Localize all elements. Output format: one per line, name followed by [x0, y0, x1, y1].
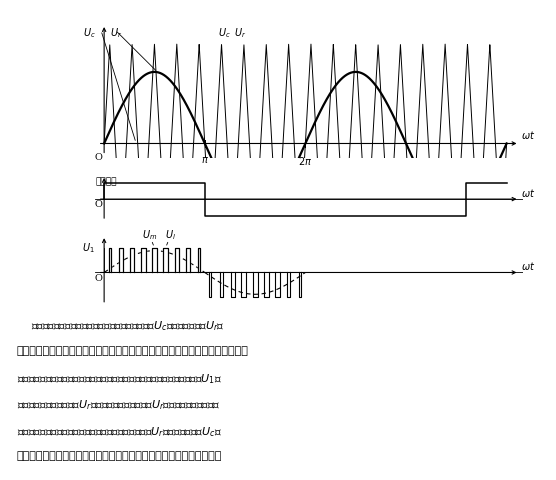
Text: $\omega t$: $\omega t$ [521, 260, 535, 272]
Text: 之间等距，脉宽基本成正弦分布，负半周经倒相后输出负脉冲波。输出电压$U_1$的: 之间等距，脉宽基本成正弦分布，负半周经倒相后输出负脉冲波。输出电压$U_1$的 [17, 372, 222, 386]
Text: $U_1$: $U_1$ [82, 241, 95, 254]
Text: $U_m$: $U_m$ [142, 228, 157, 242]
Text: $U_c$: $U_c$ [83, 26, 96, 40]
Text: $U_l$: $U_l$ [165, 228, 176, 242]
Text: $\omega t$: $\omega t$ [521, 130, 535, 142]
Text: $U_r$: $U_r$ [110, 26, 122, 40]
Text: 参考电压。调制的基本特点是在半个周期内，中间脉冲宽，两边脉冲窄，各脉冲: 参考电压。调制的基本特点是在半个周期内，中间脉冲宽，两边脉冲窄，各脉冲 [17, 346, 249, 356]
Text: 值；否则就不能满足等效的条件，使输出电压的大小和频率失去控制。: 值；否则就不能满足等效的条件，使输出电压的大小和频率失去控制。 [17, 451, 222, 461]
Text: $\omega t$: $\omega t$ [521, 187, 535, 199]
Text: O: O [95, 200, 102, 209]
Text: O: O [95, 154, 102, 162]
Text: 大小和频率均由参考电压$U_r$来控制，当正弦参考电压$U_r$的大小和频率改变时，: 大小和频率均由参考电压$U_r$来控制，当正弦参考电压$U_r$的大小和频率改变… [17, 398, 220, 412]
Text: O: O [95, 274, 102, 283]
Text: 输出电压的大小和频率就随之改变，但调制时必须注意$U_r$的幅值要小于的$U_c$幅: 输出电压的大小和频率就随之改变，但调制时必须注意$U_r$的幅值要小于的$U_c… [17, 425, 221, 439]
Text: 单极性正弦波脉宽调制波形见图所示。这里三角波$U_c$称载波，正弦波$U_r$称: 单极性正弦波脉宽调制波形见图所示。这里三角波$U_c$称载波，正弦波$U_r$称 [17, 319, 224, 333]
Text: $U_c$: $U_c$ [217, 26, 230, 40]
Text: $U_r$: $U_r$ [234, 26, 246, 40]
Text: 倒向信号: 倒向信号 [95, 177, 117, 186]
Text: $\pi$: $\pi$ [201, 156, 208, 166]
Text: $2\pi$: $2\pi$ [298, 156, 312, 168]
